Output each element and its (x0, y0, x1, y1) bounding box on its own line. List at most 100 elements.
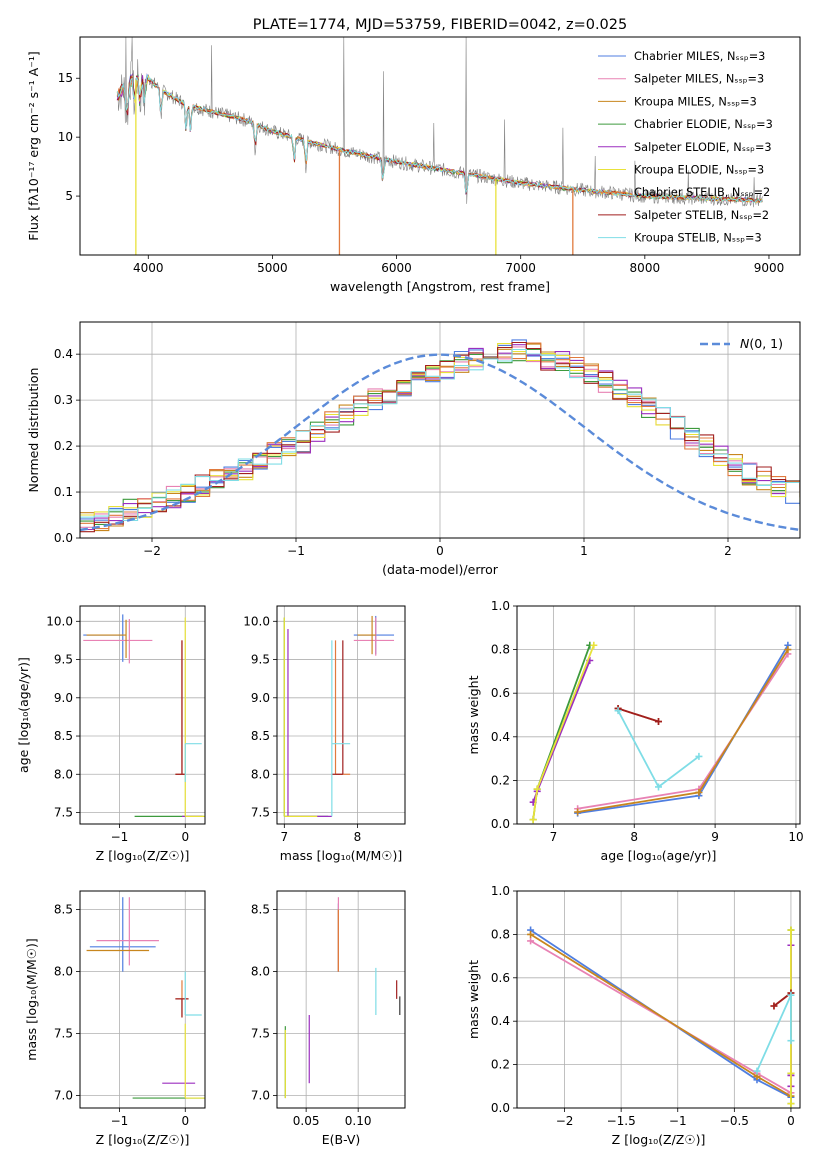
y-tick-label: 0.8 (491, 643, 510, 657)
weight-marker (695, 788, 703, 796)
x-tick-label: 0 (436, 544, 444, 558)
x-tick-label: 5000 (257, 261, 288, 275)
weight-series (574, 650, 792, 813)
plot-area-age_vs_Z (83, 614, 205, 817)
weight-line (577, 649, 789, 813)
weight-marker (590, 641, 598, 649)
x-tick-label: 7000 (505, 261, 536, 275)
plot-area-spectrum (116, 37, 764, 255)
plot-area-mass_vs_ebv (284, 897, 401, 1099)
y-tick-label: 1.0 (491, 599, 510, 613)
y-axis-label: Flux [fλ10⁻¹⁷ erg cm⁻² s⁻¹ A⁻¹] (26, 51, 41, 240)
data-point (184, 617, 205, 817)
histogram-series (80, 339, 800, 521)
y-axis-label: mass weight (466, 675, 481, 754)
y-tick-label: 0.3 (54, 393, 73, 407)
legend-label: Chabrier ELODIE, Nₛₛₚ=3 (634, 118, 773, 131)
axes-weight_vs_age: 7 8 9 10 0.0 0.2 0.4 0.6 0.8 1.0 age [log₁₀(age/yr… (466, 599, 804, 863)
x-tick-label: −1 (111, 1114, 129, 1128)
y-tick-label: 7.5 (251, 806, 270, 820)
y-tick-label: 0.1 (54, 485, 73, 499)
weight-marker (787, 1069, 795, 1077)
weight-line (577, 644, 789, 814)
x-axis-label: (data-model)/error (382, 562, 499, 577)
data-point (184, 971, 202, 1016)
legend-label: Salpeter MILES, Nₛₛₚ=3 (634, 73, 764, 86)
y-tick-label: 0.6 (491, 971, 510, 985)
weight-line (530, 933, 792, 1097)
y-axis-label: Normed distribution (26, 368, 41, 493)
y-tick-label: 9.0 (54, 691, 73, 705)
y-tick-label: 10 (58, 130, 73, 144)
data-point (283, 617, 329, 817)
data-point (175, 640, 186, 775)
axes-age_vs_mass: 7 8 7.5 8.0 8.5 9.0 9.5 10.0 mass [log₁₀(M/M☉)] (243, 605, 406, 863)
axes-frame (79, 605, 206, 825)
weight-series (614, 704, 662, 726)
axes-mass_vs_ebv: 0.05 0.10 7.0 7.5 8.0 8.5 E(B-V) (251, 890, 406, 1147)
data-point (184, 743, 202, 782)
axes-weight_vs_Z: −2 −1.5 −1 −0.5 0 0.0 0.2 0.4 0.6 0.8 1.0 Z [log₁₀(… (466, 884, 801, 1147)
x-tick-label: −1 (669, 1114, 687, 1128)
weight-series (527, 930, 795, 1100)
weight-marker (529, 816, 537, 824)
x-tick-label: 10 (788, 830, 803, 844)
axes-frame (79, 321, 801, 539)
weight-marker (614, 707, 622, 715)
axes-frame (79, 36, 801, 256)
axes-residuals: −2 −1 0 1 2 0.0 0.1 0.2 0.3 0.4 (data-model)/error… (26, 321, 801, 577)
legend-label: Kroupa STELIB, Nₛₛₚ=3 (634, 232, 762, 245)
data-point (83, 619, 153, 664)
weight-marker (787, 991, 795, 999)
y-tick-label: 8.0 (54, 767, 73, 781)
y-tick-label: 1.0 (491, 884, 510, 898)
y-tick-label: 8.0 (251, 965, 270, 979)
weight-series (574, 641, 792, 817)
y-tick-label: 0.0 (54, 531, 73, 545)
data-point (357, 615, 376, 655)
legend-label: Chabrier MILES, Nₛₛₚ=3 (634, 50, 765, 63)
plot-area-age_vs_mass (283, 615, 395, 817)
y-tick-label: 15 (58, 71, 73, 85)
data-point (86, 619, 127, 659)
data-point (331, 640, 351, 817)
y-tick-label: 7.0 (251, 1089, 270, 1103)
weight-marker (787, 1100, 795, 1108)
x-tick-label: 9000 (754, 261, 785, 275)
legend-label: Kroupa ELODIE, Nₛₛₚ=3 (634, 164, 764, 177)
x-axis-label: Z [log₁₀(Z/Z☉)] (612, 1132, 706, 1147)
x-tick-label: 7 (280, 830, 288, 844)
model-spectrum (117, 75, 763, 203)
x-tick-label: 0 (181, 830, 189, 844)
y-tick-label: 0.4 (54, 347, 73, 361)
data-point (175, 998, 189, 1018)
chart-title: PLATE=1774, MJD=53759, FIBERID=0042, z=0… (253, 17, 627, 33)
weight-series (529, 641, 598, 824)
x-tick-label: −1.5 (607, 1114, 636, 1128)
y-tick-label: 7.5 (54, 806, 73, 820)
weight-marker (770, 1002, 778, 1010)
data-point (287, 628, 332, 817)
x-tick-label: 6000 (381, 261, 412, 275)
data-point (89, 897, 156, 972)
model-spectrum (116, 73, 763, 203)
x-tick-label: 4000 (133, 261, 164, 275)
y-tick-label: 8.5 (251, 729, 270, 743)
model-spectrum (116, 74, 763, 203)
x-tick-label: 8 (630, 830, 638, 844)
axes-mass_vs_Z: −1 0 7.0 7.5 8.0 8.5 Z [log₁₀(Z/Z☉)] mass [log₁… (24, 890, 206, 1147)
y-tick-label: 8.5 (54, 903, 73, 917)
weight-marker (787, 1037, 795, 1045)
x-tick-label: 7 (550, 830, 558, 844)
y-tick-label: 10.0 (46, 614, 73, 628)
data-point (175, 640, 186, 775)
y-tick-label: 0.0 (491, 817, 510, 831)
y-tick-label: 0.2 (491, 773, 510, 787)
weight-marker (527, 937, 535, 945)
weight-series (614, 707, 703, 791)
x-tick-label: 0 (787, 1114, 795, 1128)
axes-frame (516, 605, 801, 825)
model-spectrum (116, 74, 763, 203)
x-axis-label: E(B-V) (322, 1132, 361, 1147)
